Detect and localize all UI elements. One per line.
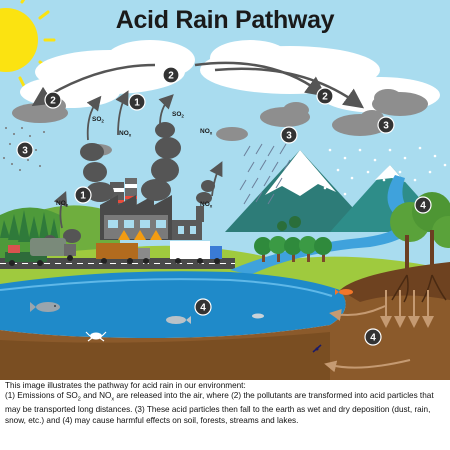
leaching-arrows — [380, 290, 434, 328]
step-badge-4-lake: 4 — [194, 298, 212, 316]
step-badge-2-left: 2 — [44, 91, 62, 109]
caption-intro: This image illustrates the pathway for a… — [5, 381, 246, 390]
svg-text:NOx: NOx — [56, 200, 69, 208]
svg-text:NOx: NOx — [200, 128, 213, 136]
step-badge-4-soil: 4 — [364, 328, 382, 346]
tree-roots — [391, 274, 447, 303]
vehicles — [5, 238, 222, 266]
svg-text:3: 3 — [22, 146, 28, 157]
fish-grey-large — [30, 302, 60, 312]
step-badge-2-right: 2 — [316, 87, 334, 105]
step-badge-1-upper: 1 — [128, 93, 146, 111]
small-creature — [312, 344, 322, 353]
svg-text:1: 1 — [80, 191, 86, 202]
diagram-title: Acid Rain Pathway — [115, 6, 335, 34]
diagram-stage: SO2 NOx SO2 NOx NOx NOx 1 1 2 2 2 — [0, 0, 450, 380]
fish-orange — [335, 289, 353, 295]
smoke-plumes — [44, 122, 215, 245]
caption-body: (1) Emissions of SO2 and NOx are release… — [5, 391, 434, 425]
emission-arrows — [53, 90, 223, 229]
sun — [0, 0, 56, 88]
svg-text:SO2: SO2 — [172, 111, 184, 119]
svg-text:3: 3 — [383, 121, 389, 132]
soil — [0, 262, 450, 380]
svg-text:NOx: NOx — [119, 130, 132, 138]
crab — [85, 331, 107, 342]
diagram-canvas: SO2 NOx SO2 NOx NOx NOx 1 1 2 2 2 — [0, 0, 450, 380]
svg-text:2: 2 — [168, 71, 174, 82]
svg-text:2: 2 — [50, 96, 56, 107]
fish-small — [252, 313, 264, 319]
snowflakes — [323, 146, 447, 196]
rain-streaks — [239, 143, 291, 205]
svg-text:NOx: NOx — [200, 201, 213, 209]
grey-clouds — [12, 89, 428, 156]
step-badge-3-right: 3 — [377, 116, 395, 134]
road — [0, 258, 235, 269]
svg-text:3: 3 — [286, 131, 292, 142]
svg-text:SO2: SO2 — [92, 116, 104, 124]
factory — [100, 178, 204, 240]
step-badge-3-middle: 3 — [280, 126, 298, 144]
orchard-trees — [254, 216, 332, 262]
step-badge-2-top: 2 — [162, 66, 180, 84]
river — [230, 175, 414, 275]
pollutant-labels: SO2 NOx SO2 NOx NOx NOx — [56, 111, 213, 209]
runoff-arrows — [324, 305, 411, 373]
step-badge-3-left: 3 — [16, 141, 34, 159]
lake — [0, 271, 346, 338]
svg-text:4: 4 — [370, 333, 376, 344]
step-badge-4-forest: 4 — [414, 196, 432, 214]
svg-text:4: 4 — [420, 201, 426, 212]
caption: This image illustrates the pathway for a… — [5, 381, 447, 426]
step-badge-1-lower: 1 — [74, 186, 92, 204]
fish-grey-small — [166, 316, 191, 324]
svg-text:2: 2 — [322, 92, 328, 103]
svg-text:1: 1 — [134, 98, 140, 109]
svg-text:4: 4 — [200, 303, 206, 314]
